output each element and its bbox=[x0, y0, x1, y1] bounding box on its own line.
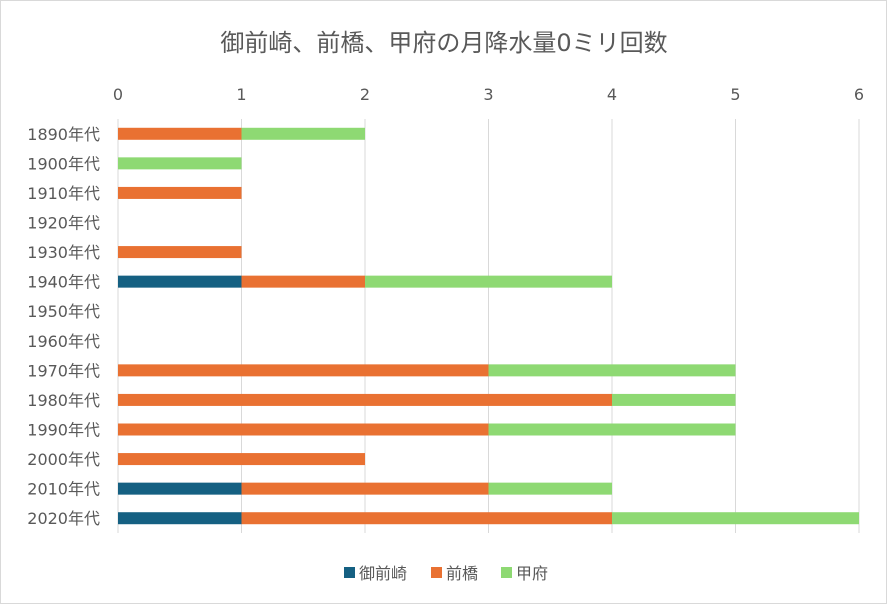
legend-swatch bbox=[501, 567, 512, 578]
bar-甲府-2010年代 bbox=[488, 482, 612, 495]
legend-label: 前橋 bbox=[446, 564, 478, 583]
chart-title: 御前崎、前橋、甲府の月降水量0ミリ回数 bbox=[220, 29, 667, 57]
x-tick-label: 0 bbox=[113, 85, 123, 104]
bar-甲府-1990年代 bbox=[488, 423, 736, 436]
bar-前橋-1970年代 bbox=[118, 364, 489, 377]
bar-御前崎-1940年代 bbox=[118, 275, 242, 288]
y-tick-label: 1950年代 bbox=[27, 302, 100, 321]
x-tick-label: 2 bbox=[360, 85, 370, 104]
bar-前橋-1930年代 bbox=[118, 246, 242, 259]
bar-甲府-1980年代 bbox=[612, 393, 736, 406]
bar-前橋-1990年代 bbox=[118, 423, 489, 436]
bar-前橋-2020年代 bbox=[241, 512, 612, 525]
bar-前橋-2000年代 bbox=[118, 453, 365, 466]
y-tick-label: 2000年代 bbox=[27, 450, 100, 469]
x-tick-label: 6 bbox=[854, 85, 864, 104]
bar-前橋-1910年代 bbox=[118, 186, 242, 199]
y-tick-label: 1960年代 bbox=[27, 332, 100, 351]
y-tick-label: 1980年代 bbox=[27, 391, 100, 410]
y-tick-label: 1920年代 bbox=[27, 214, 100, 233]
bar-甲府-1970年代 bbox=[488, 364, 736, 377]
bar-甲府-1940年代 bbox=[365, 275, 612, 288]
x-tick-label: 5 bbox=[730, 85, 740, 104]
y-tick-label: 1970年代 bbox=[27, 361, 100, 380]
bar-前橋-2010年代 bbox=[241, 482, 489, 495]
bar-前橋-1980年代 bbox=[118, 393, 612, 406]
bar-御前崎-2020年代 bbox=[118, 512, 242, 525]
y-tick-label: 2020年代 bbox=[27, 509, 100, 528]
y-tick-label: 1930年代 bbox=[27, 243, 100, 262]
legend-label: 甲府 bbox=[516, 564, 548, 583]
legend-label: 御前崎 bbox=[359, 564, 407, 583]
bar-甲府-2020年代 bbox=[612, 512, 859, 525]
y-tick-label: 1940年代 bbox=[27, 273, 100, 292]
bar-前橋-1940年代 bbox=[241, 275, 365, 288]
y-tick-label: 2010年代 bbox=[27, 480, 100, 499]
legend-swatch bbox=[344, 567, 355, 578]
y-tick-label: 1890年代 bbox=[27, 125, 100, 144]
y-tick-label: 1900年代 bbox=[27, 154, 100, 173]
x-tick-label: 4 bbox=[607, 85, 617, 104]
bar-御前崎-2010年代 bbox=[118, 482, 242, 495]
y-tick-label: 1910年代 bbox=[27, 184, 100, 203]
y-tick-label: 1990年代 bbox=[27, 421, 100, 440]
x-tick-label: 1 bbox=[236, 85, 246, 104]
bar-前橋-1890年代 bbox=[118, 127, 242, 140]
bar-甲府-1900年代 bbox=[118, 157, 242, 170]
legend-swatch bbox=[431, 567, 442, 578]
x-tick-label: 3 bbox=[483, 85, 493, 104]
bar-甲府-1890年代 bbox=[241, 127, 365, 140]
